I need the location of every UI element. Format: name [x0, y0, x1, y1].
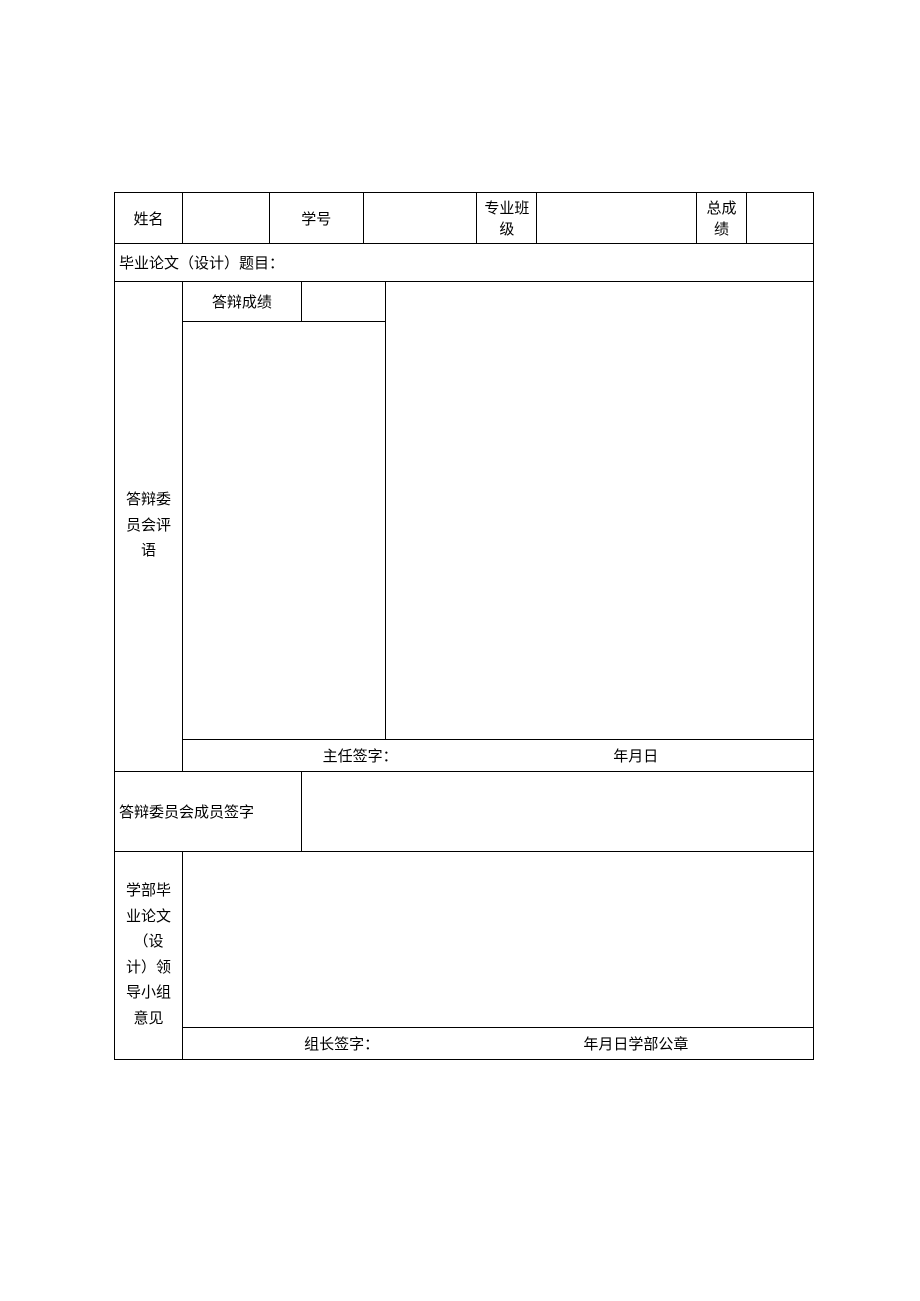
- committee-comment-area[interactable]: [385, 282, 813, 740]
- defense-score-label: 答辩成绩: [182, 282, 301, 322]
- leader-signature-row: 组长签字： 年月日学部公章: [182, 1028, 813, 1060]
- class-value[interactable]: [537, 193, 697, 244]
- student-id-value[interactable]: [363, 193, 477, 244]
- dept-opinion-label: 学部毕业论文（设计）领导小组意见: [115, 852, 183, 1060]
- committee-comment-area-left[interactable]: [182, 322, 385, 740]
- chair-date-label: 年月日: [500, 745, 772, 766]
- total-score-value[interactable]: [747, 193, 814, 244]
- thesis-defense-form: 姓名 学号 专业班级 总成绩 毕业论文（设计）题目： 答辩委员会评语 答辩成绩 …: [114, 192, 814, 1060]
- dept-opinion-area[interactable]: [182, 852, 813, 1028]
- chair-signature-row: 主任签字： 年月日: [182, 740, 813, 772]
- thesis-title-cell[interactable]: 毕业论文（设计）题目：: [115, 244, 814, 282]
- leader-sign-label: 组长签字：: [206, 1033, 478, 1054]
- name-value[interactable]: [182, 193, 269, 244]
- chair-sign-label: 主任签字：: [224, 745, 496, 766]
- class-label: 专业班级: [477, 193, 537, 244]
- defense-score-value[interactable]: [301, 282, 385, 322]
- student-id-label: 学号: [269, 193, 363, 244]
- member-sign-area[interactable]: [301, 772, 813, 852]
- member-sign-label: 答辩委员会成员签字: [115, 772, 302, 852]
- leader-date-label: 年月日学部公章: [481, 1033, 790, 1054]
- total-score-label: 总成绩: [697, 193, 747, 244]
- thesis-title-label: 毕业论文（设计）题目：: [119, 256, 284, 272]
- committee-comment-label: 答辩委员会评语: [115, 282, 183, 772]
- name-label: 姓名: [115, 193, 183, 244]
